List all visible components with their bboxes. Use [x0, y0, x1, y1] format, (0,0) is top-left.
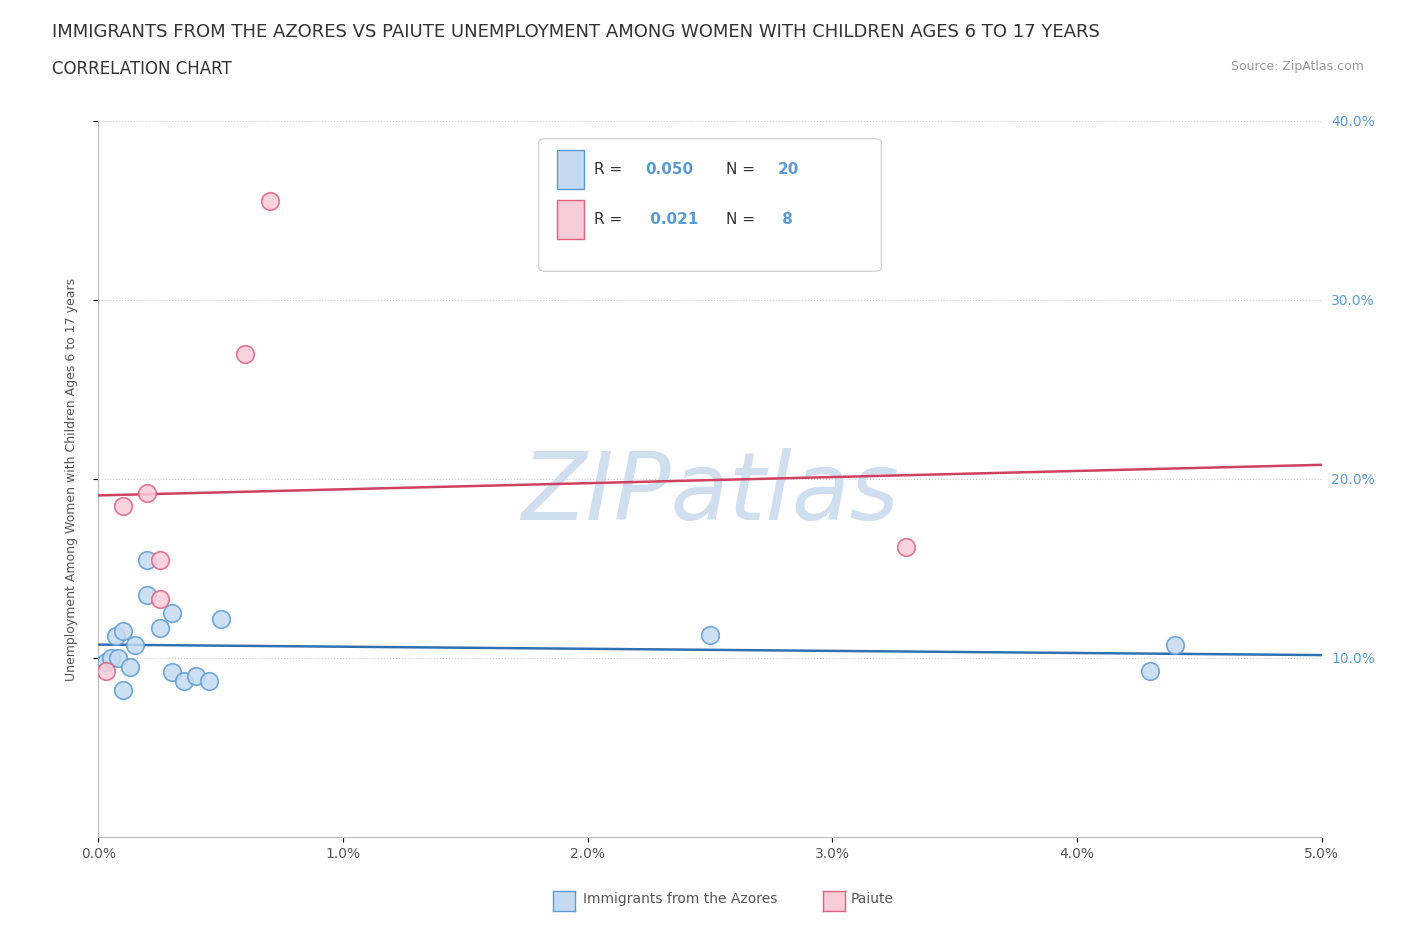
- Point: [111, 624, 134, 639]
- Point: [197, 674, 219, 689]
- Y-axis label: Unemployment Among Women with Children Ages 6 to 17 years: Unemployment Among Women with Children A…: [65, 277, 77, 681]
- Text: 0.021: 0.021: [645, 212, 699, 227]
- Point: [160, 605, 183, 620]
- Text: R =: R =: [593, 212, 627, 227]
- FancyBboxPatch shape: [557, 200, 583, 239]
- Point: [107, 651, 129, 666]
- Point: [209, 611, 232, 626]
- Point: [124, 638, 146, 653]
- Point: [173, 674, 195, 689]
- Text: Immigrants from the Azores: Immigrants from the Azores: [583, 892, 778, 907]
- Point: [259, 194, 281, 209]
- Point: [894, 539, 917, 554]
- Point: [94, 663, 117, 678]
- Text: 8: 8: [778, 212, 793, 227]
- Text: Source: ZipAtlas.com: Source: ZipAtlas.com: [1230, 60, 1364, 73]
- Text: N =: N =: [725, 212, 759, 227]
- Point: [233, 346, 256, 361]
- Point: [160, 665, 183, 680]
- Point: [136, 588, 159, 603]
- FancyBboxPatch shape: [538, 139, 882, 272]
- Text: N =: N =: [725, 162, 759, 177]
- Point: [149, 591, 172, 606]
- Text: 0.050: 0.050: [645, 162, 693, 177]
- Point: [111, 683, 134, 698]
- FancyBboxPatch shape: [557, 150, 583, 190]
- Text: 20: 20: [778, 162, 799, 177]
- Point: [136, 485, 159, 500]
- Point: [699, 627, 721, 642]
- Point: [149, 552, 172, 567]
- Point: [104, 629, 127, 644]
- Text: ZIPatlas: ZIPatlas: [522, 447, 898, 538]
- Text: R =: R =: [593, 162, 627, 177]
- Point: [111, 498, 134, 513]
- Point: [136, 552, 159, 567]
- Point: [186, 669, 208, 684]
- Text: Paiute: Paiute: [851, 892, 894, 907]
- Text: CORRELATION CHART: CORRELATION CHART: [52, 60, 232, 78]
- Text: IMMIGRANTS FROM THE AZORES VS PAIUTE UNEMPLOYMENT AMONG WOMEN WITH CHILDREN AGES: IMMIGRANTS FROM THE AZORES VS PAIUTE UNE…: [52, 23, 1099, 41]
- Point: [120, 659, 142, 674]
- Point: [1164, 638, 1187, 653]
- Point: [1139, 663, 1161, 678]
- Point: [100, 651, 122, 666]
- Point: [149, 620, 172, 635]
- Point: [94, 654, 117, 669]
